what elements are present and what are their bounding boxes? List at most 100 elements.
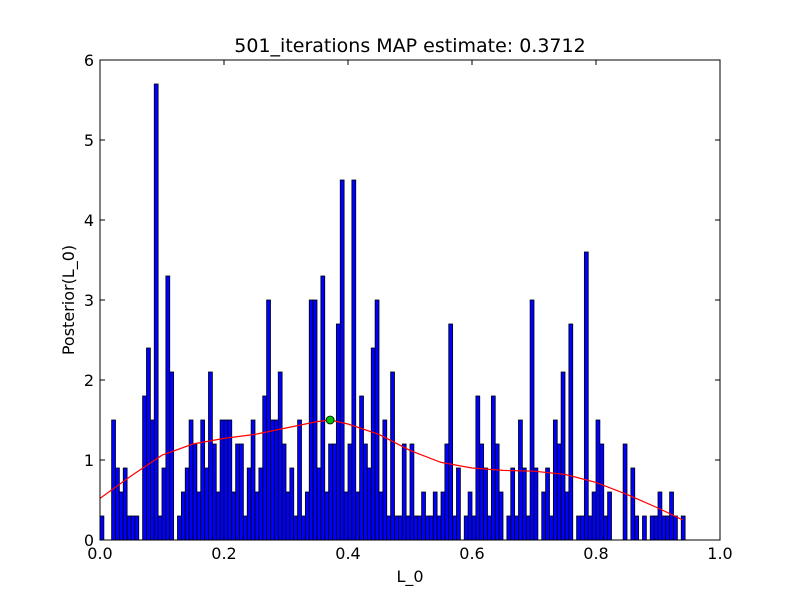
histogram-bar bbox=[339, 179, 345, 541]
histogram-bar bbox=[262, 395, 268, 541]
histogram-bar bbox=[622, 443, 628, 541]
histogram-bar bbox=[208, 371, 213, 541]
histogram-bar bbox=[374, 299, 380, 541]
histogram-bar bbox=[444, 443, 450, 541]
x-axis-label: L_0 bbox=[396, 567, 423, 587]
histogram-bar bbox=[599, 443, 605, 541]
histogram-bar bbox=[421, 491, 426, 541]
histogram-bar bbox=[405, 515, 411, 541]
histogram-bar bbox=[603, 515, 609, 541]
histogram-bar bbox=[266, 299, 271, 541]
x-tick-label: 0.0 bbox=[87, 544, 112, 563]
x-tick-label: 0.4 bbox=[335, 544, 360, 563]
histogram-bar bbox=[653, 515, 659, 541]
histogram-bar bbox=[425, 515, 430, 541]
histogram-bar bbox=[440, 491, 446, 541]
histogram-bar bbox=[111, 419, 116, 541]
histogram-bar bbox=[115, 467, 120, 541]
histogram-bar bbox=[149, 419, 155, 541]
histogram-bar bbox=[316, 467, 322, 541]
histogram-bar bbox=[324, 491, 330, 541]
histogram-bar bbox=[432, 491, 438, 541]
y-axis-label: Posterior(L_0) bbox=[59, 245, 79, 355]
histogram-bar bbox=[378, 491, 384, 541]
x-tick-label: 0.6 bbox=[459, 544, 484, 563]
histogram-bar bbox=[196, 491, 202, 541]
histogram-bar bbox=[428, 515, 434, 541]
y-tick-label: 5 bbox=[84, 131, 94, 150]
histogram-bar bbox=[161, 467, 167, 541]
histogram-bar bbox=[556, 443, 562, 541]
histogram-bar bbox=[359, 395, 364, 541]
histogram-bar bbox=[246, 467, 252, 541]
x-tick-label: 0.8 bbox=[583, 544, 608, 563]
histogram-bar bbox=[177, 515, 182, 541]
histogram-bar bbox=[521, 467, 527, 541]
histogram-bar bbox=[130, 515, 136, 541]
histogram-bar bbox=[514, 515, 519, 541]
histogram-bar bbox=[483, 467, 488, 541]
histogram-bar bbox=[394, 515, 399, 541]
histogram-bar bbox=[235, 443, 240, 541]
histogram-bar bbox=[273, 419, 279, 541]
histogram-bar bbox=[188, 419, 194, 541]
histogram-bar bbox=[576, 515, 581, 541]
histogram-bar bbox=[146, 347, 151, 541]
histogram-bar bbox=[169, 371, 175, 541]
histogram-bar bbox=[281, 443, 287, 541]
histogram-bar bbox=[552, 419, 558, 541]
x-tick-label: 1.0 bbox=[707, 544, 732, 563]
histogram-bar bbox=[351, 179, 357, 541]
histogram-bar bbox=[467, 491, 473, 541]
histogram-bar bbox=[118, 491, 124, 541]
histogram-bar bbox=[529, 299, 535, 541]
histogram-bar bbox=[657, 491, 663, 541]
histogram-bar bbox=[456, 467, 461, 541]
y-axis: 0 1 2 3 4 5 6 bbox=[84, 51, 720, 550]
histogram-bar bbox=[258, 467, 264, 541]
histogram-bar bbox=[301, 515, 306, 541]
histogram-bar bbox=[204, 467, 209, 541]
histogram-bar bbox=[494, 443, 500, 541]
chart-title: 501_iterations MAP estimate: 0.3712 bbox=[234, 35, 585, 57]
histogram-bar bbox=[126, 515, 132, 541]
histogram-bar bbox=[153, 83, 159, 541]
histogram-bar bbox=[673, 515, 678, 541]
histogram-bar bbox=[490, 395, 496, 541]
histogram-bar bbox=[587, 515, 593, 541]
histogram-bar bbox=[343, 491, 349, 541]
histogram-bar bbox=[332, 443, 337, 541]
histogram-bar bbox=[665, 515, 671, 541]
y-tick-label: 1 bbox=[84, 451, 94, 470]
histogram-bar bbox=[417, 515, 423, 541]
histogram-bar bbox=[595, 419, 601, 541]
x-axis: 0.0 0.2 0.4 0.6 0.8 1.0 bbox=[87, 60, 733, 563]
histogram-bar bbox=[471, 515, 477, 541]
bars-group bbox=[99, 83, 686, 541]
histogram-bar bbox=[254, 491, 260, 541]
histogram-bar bbox=[165, 275, 171, 541]
histogram-bar bbox=[487, 515, 492, 541]
histogram-bar bbox=[370, 347, 376, 541]
histogram-bar bbox=[293, 515, 299, 541]
histogram-bar bbox=[560, 371, 566, 541]
histogram-bar bbox=[386, 515, 392, 541]
curve-group bbox=[99, 415, 684, 521]
histogram-bar bbox=[649, 515, 655, 541]
histogram-bar bbox=[463, 515, 469, 541]
histogram-bar bbox=[231, 491, 237, 541]
x-tick-label: 0.2 bbox=[211, 544, 236, 563]
histogram-bar bbox=[184, 467, 190, 541]
histogram-bar bbox=[479, 443, 485, 541]
histogram-bar bbox=[634, 515, 640, 541]
histogram-bar bbox=[192, 443, 198, 541]
y-tick-label: 3 bbox=[84, 291, 94, 310]
histogram-bar bbox=[215, 491, 221, 541]
histogram-bar bbox=[409, 443, 415, 541]
histogram-bar bbox=[448, 323, 454, 541]
histogram-bar bbox=[180, 491, 186, 541]
histogram-bar bbox=[630, 467, 636, 541]
y-tick-label: 6 bbox=[84, 51, 94, 70]
histogram-bar bbox=[580, 515, 585, 541]
